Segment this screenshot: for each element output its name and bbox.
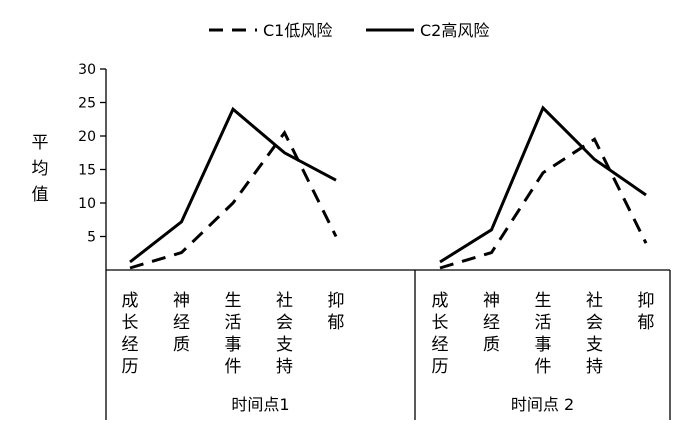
group-label-2: 时间点 2 [511, 395, 574, 414]
y-tick-label: 30 [78, 62, 96, 78]
group-label-1: 时间点1 [231, 395, 289, 414]
category-label-char: 经 [432, 335, 449, 355]
category-label-char: 神 [483, 291, 500, 311]
category-label-char: 件 [535, 357, 552, 377]
category-label-char: 支 [586, 335, 603, 355]
category-label: 抑郁 [328, 291, 345, 333]
legend-label: C1低风险 [263, 21, 332, 40]
category-label: 抑郁 [638, 291, 655, 333]
group-labels: 时间点1 时间点 2 [231, 395, 574, 414]
category-label-char: 件 [225, 357, 242, 377]
legend-label: C2高风险 [420, 21, 489, 40]
series-line-1-group-1 [129, 129, 338, 270]
y-tick-label: 15 [78, 163, 96, 179]
category-label-char: 成 [432, 291, 449, 311]
category-label-char: 会 [586, 313, 603, 333]
category-label-char: 成 [122, 291, 139, 311]
category-label: 神经质 [483, 291, 500, 355]
category-label-char: 长 [122, 313, 139, 333]
category-label-char: 事 [225, 335, 242, 355]
series-line-2-group-1 [129, 106, 337, 264]
category-label-char: 神 [173, 291, 190, 311]
y-ticks: 5 10 15 20 25 30 [78, 62, 106, 246]
category-label-char: 历 [122, 357, 139, 377]
y-axis-label-char: 平 [32, 133, 49, 153]
category-label-char: 经 [122, 335, 139, 355]
category-label-char: 会 [276, 313, 293, 333]
y-tick-label: 5 [87, 230, 96, 246]
y-tick-label: 10 [78, 196, 96, 212]
axes [105, 69, 671, 420]
series-lines [129, 105, 648, 270]
y-axis-label-char: 值 [32, 185, 49, 205]
series-line-1-group-2 [439, 137, 648, 270]
category-label-char: 郁 [328, 313, 345, 333]
category-label-char: 历 [432, 357, 449, 377]
category-label-char: 事 [535, 335, 552, 355]
category-label-char: 经 [173, 313, 190, 333]
category-label-char: 抑 [328, 291, 345, 311]
category-label-char: 抑 [638, 291, 655, 311]
y-axis-label: 平均值 [32, 133, 49, 205]
category-label-char: 社 [586, 291, 603, 311]
category-label-char: 活 [225, 313, 242, 333]
category-label-char: 持 [586, 357, 603, 377]
category-label-char: 支 [276, 335, 293, 355]
y-tick-label: 20 [78, 129, 96, 145]
y-tick-label: 25 [78, 96, 96, 112]
legend-item-1: C1低风险 [209, 21, 332, 40]
category-label-char: 质 [173, 335, 190, 355]
category-label-char: 郁 [638, 313, 655, 333]
y-axis-label-char: 均 [32, 159, 49, 179]
legend: C1低风险 C2高风险 [209, 21, 489, 40]
category-label-char: 经 [483, 313, 500, 333]
category-label-char: 生 [225, 291, 242, 311]
category-label-char: 活 [535, 313, 552, 333]
category-label-char: 持 [276, 357, 293, 377]
category-label-char: 社 [276, 291, 293, 311]
category-label: 神经质 [173, 291, 190, 355]
legend-item-2: C2高风险 [366, 21, 489, 40]
series-line-2-group-2 [439, 105, 647, 264]
category-label-char: 生 [535, 291, 552, 311]
category-label-char: 长 [432, 313, 449, 333]
category-label-char: 质 [483, 335, 500, 355]
